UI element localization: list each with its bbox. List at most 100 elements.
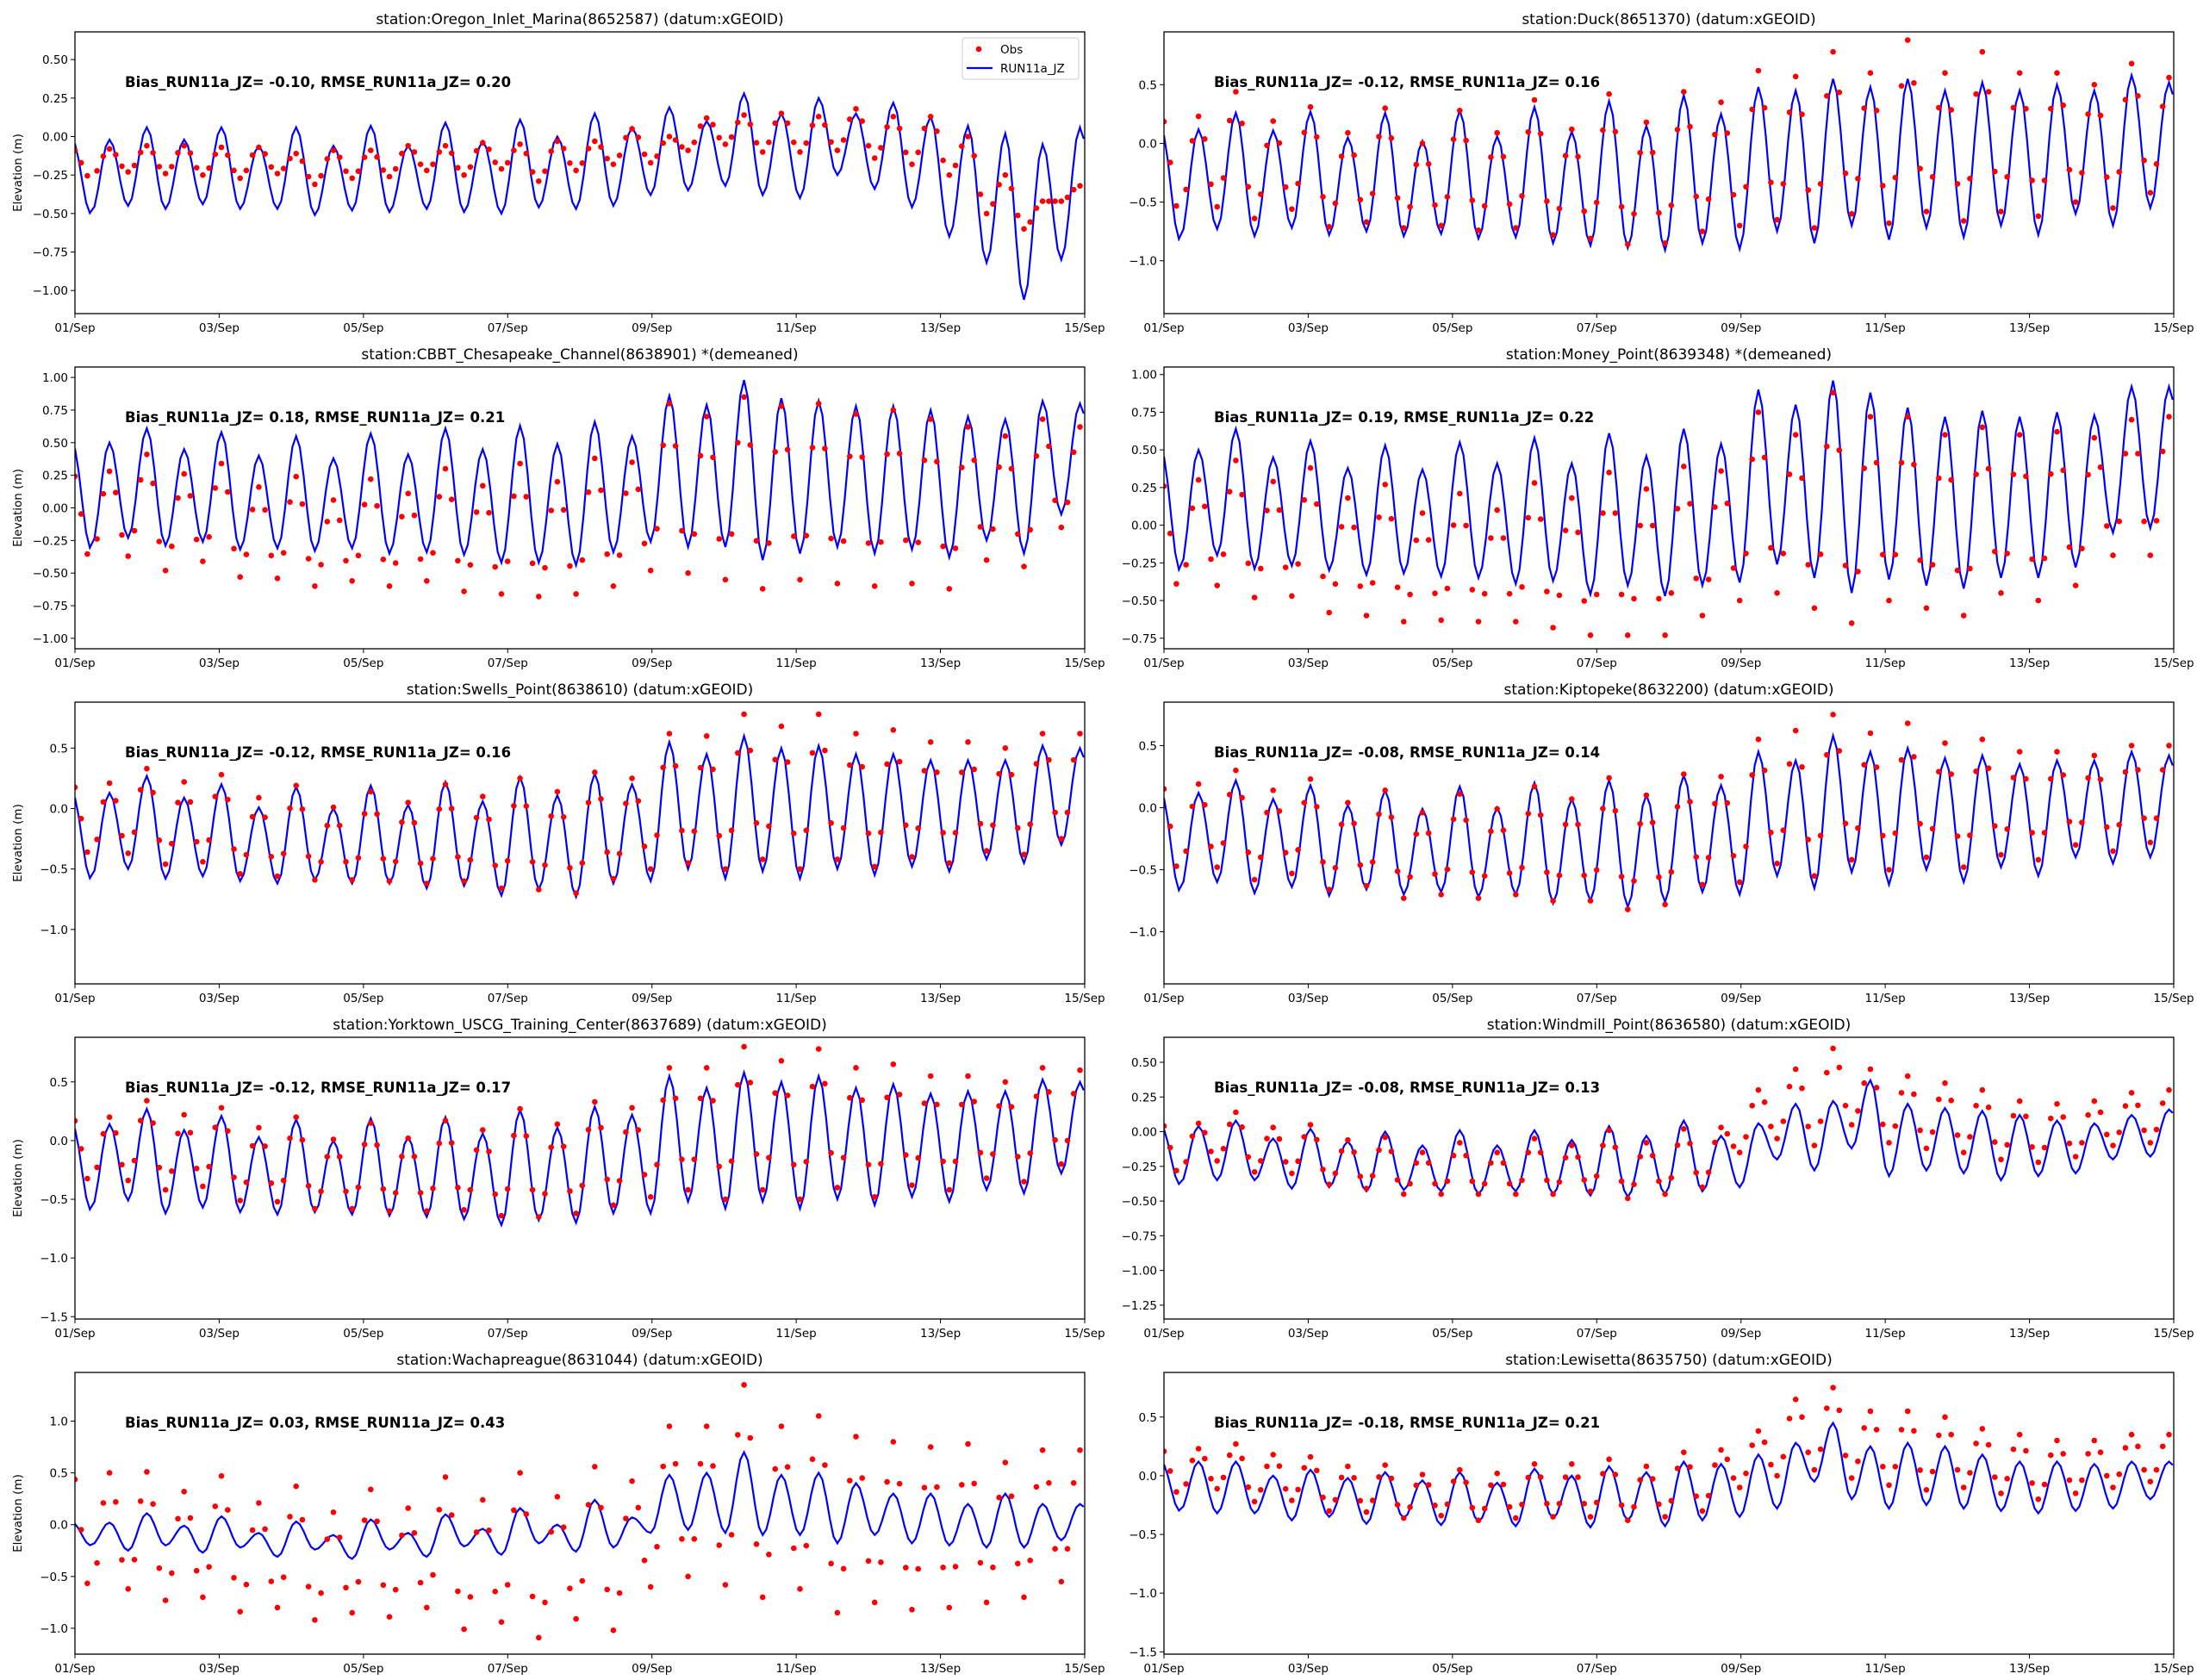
obs-point — [703, 1065, 710, 1071]
obs-point — [386, 1614, 393, 1620]
obs-point — [1656, 595, 1662, 602]
obs-point — [113, 1129, 119, 1136]
obs-point — [299, 806, 306, 812]
obs-point — [1189, 803, 1196, 810]
obs-point — [237, 1608, 244, 1615]
panel-6: station:Yorktown_USCG_Training_Center(86… — [11, 1017, 1105, 1341]
obs-point — [803, 827, 810, 834]
obs-point — [231, 1174, 237, 1180]
obs-point — [150, 1501, 156, 1507]
obs-point — [386, 878, 393, 884]
obs-point — [592, 455, 598, 462]
obs-point — [113, 1499, 119, 1505]
obs-point — [1699, 1508, 1706, 1515]
obs-point — [1904, 1408, 1911, 1415]
obs-point — [200, 171, 206, 178]
obs-point — [890, 407, 897, 414]
obs-point — [1052, 198, 1058, 204]
panel-3: station:Money_Point(8639348) *(demeaned)… — [1122, 346, 2194, 670]
x-tick-label: 13/Sep — [920, 1662, 961, 1676]
obs-point — [666, 134, 673, 140]
obs-point — [1625, 241, 1631, 247]
x-tick-label: 07/Sep — [488, 992, 528, 1005]
obs-point — [293, 782, 300, 789]
obs-point — [536, 178, 542, 184]
obs-point — [156, 837, 163, 843]
obs-point — [1233, 1109, 1239, 1116]
y-tick-label: 0.0 — [50, 1135, 68, 1148]
obs-point — [1173, 863, 1179, 869]
obs-point — [1755, 1086, 1762, 1093]
y-tick-label: −0.25 — [1122, 557, 1157, 570]
obs-point — [193, 1567, 200, 1574]
obs-point — [1662, 240, 1668, 246]
obs-point — [1569, 1461, 1575, 1467]
obs-point — [1239, 1455, 1245, 1462]
obs-point — [504, 1582, 511, 1588]
obs-point — [137, 476, 144, 483]
obs-point — [1967, 1470, 1973, 1476]
obs-point — [212, 1503, 219, 1509]
obs-point — [1967, 1134, 1973, 1140]
obs-point — [1954, 1132, 1961, 1138]
x-tick-label: 07/Sep — [488, 656, 528, 670]
obs-point — [1681, 1449, 1687, 1455]
obs-point — [983, 848, 990, 854]
obs-point — [1173, 1489, 1179, 1495]
obs-point — [1817, 181, 1824, 187]
obs-point — [1307, 1453, 1314, 1460]
obs-point — [131, 1157, 138, 1164]
obs-point — [604, 1586, 610, 1593]
obs-point — [2023, 105, 2029, 112]
obs-point — [187, 1129, 194, 1136]
obs-point — [728, 1158, 735, 1164]
obs-point — [1985, 89, 1992, 95]
obs-point — [94, 536, 100, 542]
obs-point — [1531, 96, 1538, 103]
obs-point — [1730, 1475, 1737, 1481]
obs-point — [2159, 1100, 2166, 1106]
obs-point — [666, 401, 673, 407]
model-series-line — [75, 732, 1085, 900]
obs-point — [1786, 761, 1793, 767]
x-tick-label: 05/Sep — [1432, 321, 1472, 335]
obs-point — [573, 1615, 579, 1622]
obs-point — [392, 1586, 399, 1593]
obs-point — [1674, 804, 1681, 810]
obs-point — [1886, 1482, 1892, 1489]
obs-point — [1867, 70, 1874, 76]
obs-point — [691, 828, 698, 835]
obs-point — [1855, 569, 1861, 575]
obs-point — [1643, 486, 1650, 492]
obs-point — [822, 1462, 828, 1468]
obs-point — [1226, 117, 1233, 124]
obs-point — [2016, 1098, 2023, 1104]
obs-point — [871, 1599, 878, 1606]
obs-point — [1438, 222, 1444, 229]
obs-point — [871, 1194, 878, 1200]
obs-point — [560, 146, 567, 152]
obs-point — [691, 531, 698, 538]
x-tick-label: 03/Sep — [1288, 656, 1329, 670]
obs-point — [1164, 483, 1167, 489]
obs-point — [772, 1090, 778, 1096]
obs-point — [1289, 870, 1295, 877]
obs-point — [554, 138, 561, 145]
obs-point — [1525, 1149, 1532, 1155]
obs-point — [548, 148, 554, 154]
obs-point — [1258, 565, 1264, 572]
obs-point — [1531, 480, 1538, 486]
obs-point — [399, 513, 405, 520]
obs-point — [1618, 1178, 1625, 1185]
obs-point — [716, 134, 722, 141]
obs-point — [144, 451, 150, 457]
obs-point — [915, 825, 921, 831]
obs-point — [1954, 181, 1961, 187]
x-tick-label: 03/Sep — [1288, 321, 1329, 335]
obs-point — [1469, 587, 1476, 593]
obs-point — [983, 1175, 990, 1181]
obs-point — [927, 416, 934, 422]
obs-point — [417, 556, 424, 563]
obs-point — [2029, 830, 2035, 836]
y-tick-label: −0.5 — [1129, 1528, 1157, 1542]
